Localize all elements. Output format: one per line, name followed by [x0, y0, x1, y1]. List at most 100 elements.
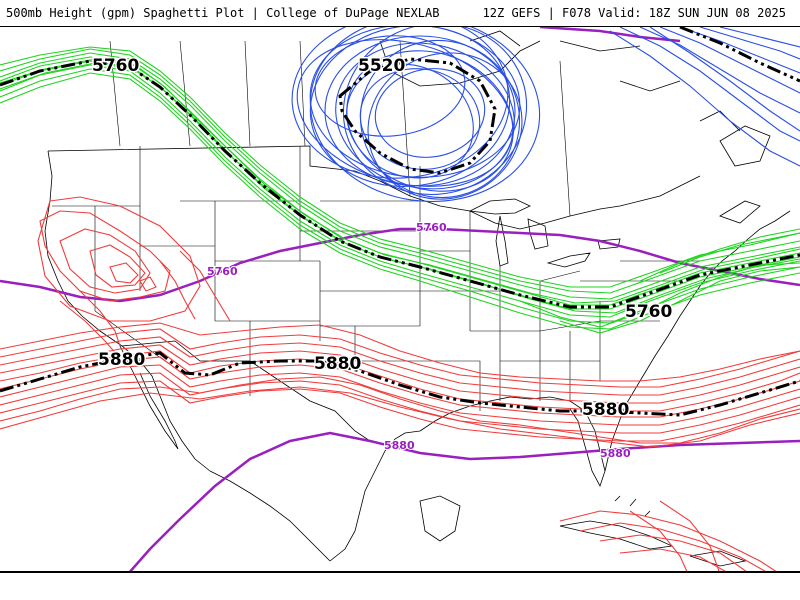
contour-labels: 5760 5520 5760 5880 5880 5880 5760 5760 …: [91, 55, 674, 462]
lake-huron: [527, 218, 549, 250]
baja-peninsula: [119, 345, 179, 450]
label-5760-east: 5760: [625, 302, 672, 322]
member-line: [59, 300, 119, 357]
pacific-coastline: [44, 150, 211, 472]
member-line: [659, 500, 720, 571]
lake-ontario: [597, 238, 621, 250]
spaghetti-map: 5760 5520 5760 5880 5880 5880 5760 5760 …: [0, 27, 800, 571]
climo-label-5760-west: 5760: [207, 265, 238, 278]
member-line: [0, 356, 800, 418]
member-line: [342, 27, 528, 196]
member-line: [359, 68, 481, 170]
label-5880-east: 5880: [582, 400, 629, 420]
member-line: [559, 266, 800, 334]
mean-5760-line: [0, 59, 800, 309]
member-line: [374, 68, 486, 158]
canadian-province-lines: [109, 40, 571, 217]
mean-top-right-line: [679, 27, 800, 83]
map-basemap: [44, 30, 791, 567]
member-line: [109, 262, 139, 284]
climo-label-5760-north: 5760: [416, 221, 447, 234]
member-line: [659, 27, 800, 94]
member-line: [296, 39, 514, 187]
member-line: [0, 328, 800, 388]
member-line: [309, 27, 541, 203]
map-frame: 5760 5520 5760 5880 5880 5880 5760 5760 …: [0, 26, 800, 573]
label-5880-west: 5880: [98, 350, 145, 370]
lake-michigan: [495, 215, 509, 267]
member-line: [0, 344, 800, 404]
cuba: [559, 520, 674, 550]
member-line: [639, 27, 800, 114]
member-line: [0, 322, 800, 382]
member-line: [59, 228, 151, 294]
ensemble-mean-contours: [0, 27, 800, 417]
arctic-islands: [469, 30, 741, 132]
member-line: [0, 386, 800, 448]
mean-5880-line: [0, 351, 800, 417]
member-line: [0, 364, 800, 426]
member-line: [139, 276, 157, 292]
member-line: [79, 290, 121, 347]
member-line: [699, 27, 800, 60]
product-title: 500mb Height (gpm) Spaghetti Plot | Coll…: [6, 6, 440, 20]
member-line: [0, 68, 800, 324]
climo-label-5880-gulf: 5880: [384, 439, 415, 452]
member-line: [179, 250, 231, 322]
member-line: [609, 30, 800, 167]
member-line: [159, 260, 196, 320]
c5760-members: [0, 46, 800, 334]
member-line: [639, 228, 800, 282]
member-line: [0, 52, 800, 300]
climo-5760-line: [0, 227, 800, 303]
bahamas: [614, 495, 651, 517]
label-5520: 5520: [358, 56, 405, 76]
c5520-members: [291, 27, 800, 203]
member-line: [367, 52, 523, 200]
member-line: [0, 372, 800, 434]
gulf-coastline: [419, 396, 606, 488]
member-line: [629, 510, 688, 571]
c5880-members: [0, 196, 800, 571]
member-line: [599, 534, 747, 571]
member-line: [0, 336, 800, 396]
lake-superior: [468, 198, 531, 215]
member-line: [619, 27, 800, 142]
member-line: [679, 27, 800, 74]
climo-5880-line: [128, 431, 800, 571]
member-line: [0, 350, 800, 412]
state-lines: [52, 146, 700, 411]
member-line: [0, 376, 800, 444]
member-line: [0, 58, 800, 304]
member-line: [579, 522, 766, 571]
member-line: [0, 60, 800, 310]
member-line: [309, 27, 521, 178]
member-line: [0, 48, 800, 294]
yucatan: [419, 495, 461, 542]
member-line: [0, 72, 800, 330]
hispaniola: [689, 550, 747, 567]
nova-scotia: [719, 200, 761, 224]
member-line: [346, 63, 474, 179]
label-5880-central: 5880: [314, 354, 361, 374]
member-line: [519, 262, 800, 328]
member-line: [39, 210, 171, 302]
lake-erie: [546, 252, 591, 268]
header: 500mb Height (gpm) Spaghetti Plot | Coll…: [0, 0, 800, 26]
label-5760-west: 5760: [92, 56, 139, 76]
mean-5520-line: [338, 57, 497, 175]
member-line: [359, 39, 521, 199]
us-mexico-border: [121, 340, 371, 442]
us-canada-border: [47, 145, 701, 230]
member-line: [649, 27, 800, 132]
member-line: [0, 380, 800, 442]
climo-top-right-line: [539, 27, 681, 43]
mexico-gulf-coast: [209, 430, 421, 562]
valid-time-title: 12Z GEFS | F078 Valid: 18Z SUN JUN 08 20…: [482, 6, 786, 20]
member-line: [309, 27, 511, 187]
member-line: [0, 64, 800, 318]
member-line: [314, 35, 466, 137]
member-line: [335, 42, 515, 190]
member-line: [37, 196, 201, 322]
member-line: [291, 27, 509, 179]
